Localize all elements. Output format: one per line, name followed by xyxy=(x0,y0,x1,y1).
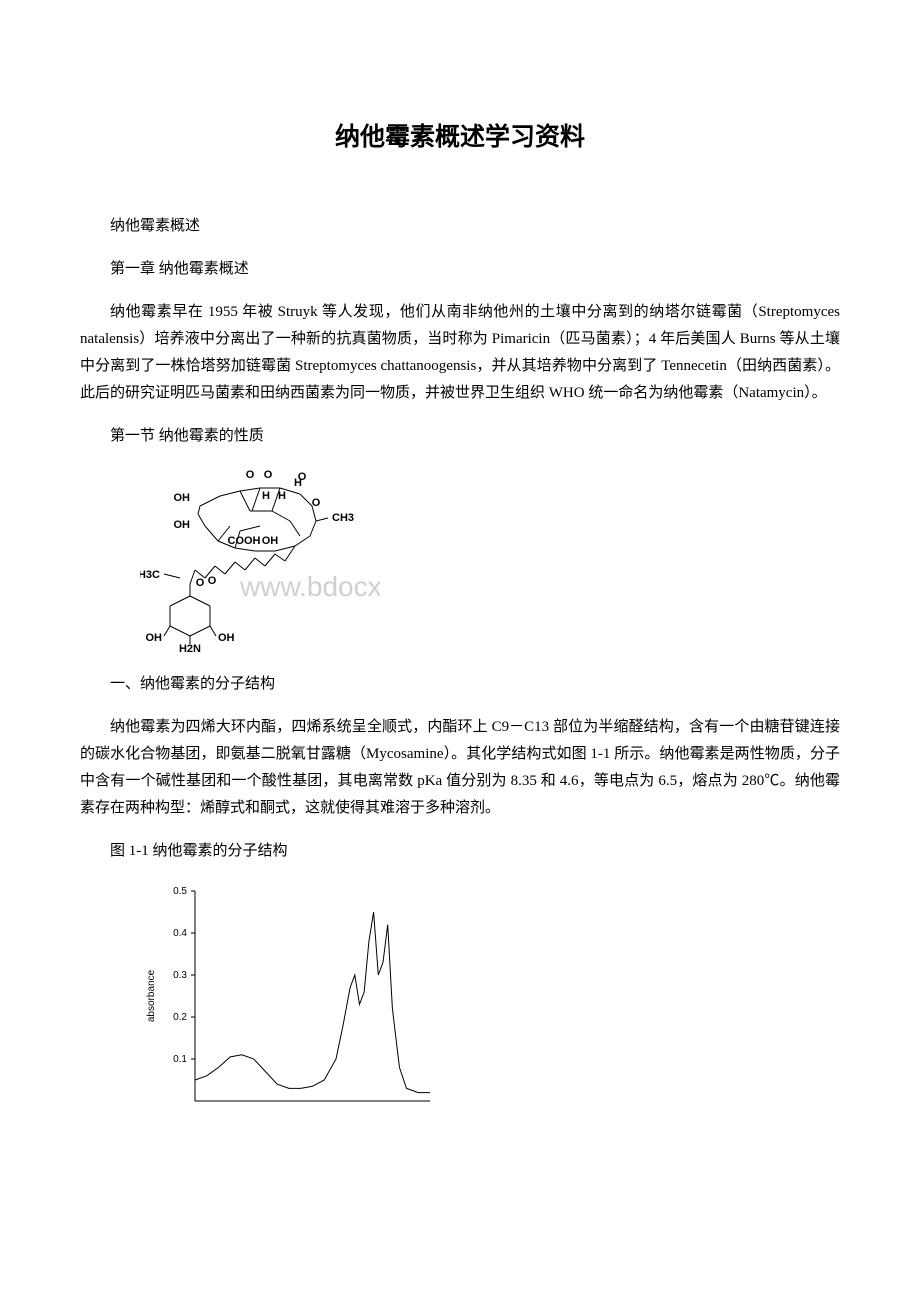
watermark-text: www.bdocx.com xyxy=(239,571,380,602)
svg-text:0.5: 0.5 xyxy=(173,886,187,897)
document-page: 纳他霉素概述学习资料 纳他霉素概述 第一章 纳他霉素概述 纳他霉素早在 1955… xyxy=(0,0,920,1196)
svg-text:H3C: H3C xyxy=(140,569,160,581)
molecule-structure: OHOHOOHHHOCH3OCOOHOHH3COOOHOHH2Nwww.bdoc… xyxy=(140,466,380,656)
svg-text:0.1: 0.1 xyxy=(173,1054,187,1065)
svg-text:0.2: 0.2 xyxy=(173,1012,187,1023)
svg-text:COOH: COOH xyxy=(228,535,261,547)
svg-text:CH3: CH3 xyxy=(332,512,354,524)
svg-text:O: O xyxy=(208,575,217,587)
svg-text:H: H xyxy=(262,490,270,502)
svg-text:O: O xyxy=(196,577,205,589)
svg-text:OH: OH xyxy=(262,535,279,547)
svg-text:OH: OH xyxy=(218,632,235,644)
paragraph: 第一章 纳他霉素概述 xyxy=(80,256,840,283)
paragraph: 第一节 纳他霉素的性质 xyxy=(80,423,840,450)
svg-text:0.4: 0.4 xyxy=(173,928,187,939)
svg-text:H: H xyxy=(278,490,286,502)
svg-text:0.3: 0.3 xyxy=(173,970,187,981)
svg-text:O: O xyxy=(298,471,307,483)
document-title: 纳他霉素概述学习资料 xyxy=(80,117,840,153)
paragraph: 一、纳他霉素的分子结构 xyxy=(80,671,840,698)
svg-text:OH: OH xyxy=(174,492,191,504)
paragraph: 图 1-1 纳他霉素的分子结构 xyxy=(80,838,840,865)
paragraph: 纳他霉素为四烯大环内酯，四烯系统呈全顺式，内酯环上 C9－C13 部位为半缩醛结… xyxy=(80,714,840,822)
svg-text:absorbance: absorbance xyxy=(146,969,157,1022)
svg-text:O: O xyxy=(312,497,321,509)
svg-text:O: O xyxy=(264,469,273,481)
svg-text:OH: OH xyxy=(174,519,191,531)
svg-text:OH: OH xyxy=(146,632,163,644)
svg-text:O: O xyxy=(246,469,255,481)
spectrum-chart-svg: 0.1 0.2 0.3 0.4 0.5 absorbance xyxy=(140,881,440,1121)
spectrum-figure: 0.1 0.2 0.3 0.4 0.5 absorbance xyxy=(140,881,840,1126)
svg-text:H2N: H2N xyxy=(179,643,201,655)
molecule-figure: OHOHOOHHHOCH3OCOOHOHH3COOOHOHH2Nwww.bdoc… xyxy=(140,466,840,661)
paragraph: 纳他霉素早在 1955 年被 Struyk 等人发现，他们从南非纳他州的土壤中分… xyxy=(80,299,840,407)
paragraph: 纳他霉素概述 xyxy=(80,213,840,240)
